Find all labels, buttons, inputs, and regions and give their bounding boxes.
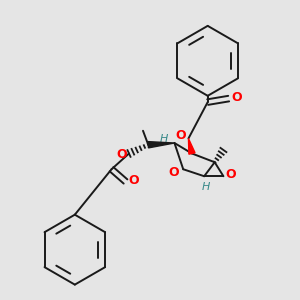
Text: O: O: [226, 168, 236, 181]
Text: O: O: [232, 92, 242, 104]
Text: H: H: [160, 134, 168, 144]
Text: H: H: [202, 182, 210, 192]
Text: O: O: [168, 166, 179, 178]
Text: O: O: [128, 174, 139, 187]
Text: O: O: [116, 148, 127, 161]
Polygon shape: [188, 139, 195, 154]
Text: O: O: [176, 129, 186, 142]
Polygon shape: [148, 142, 175, 148]
